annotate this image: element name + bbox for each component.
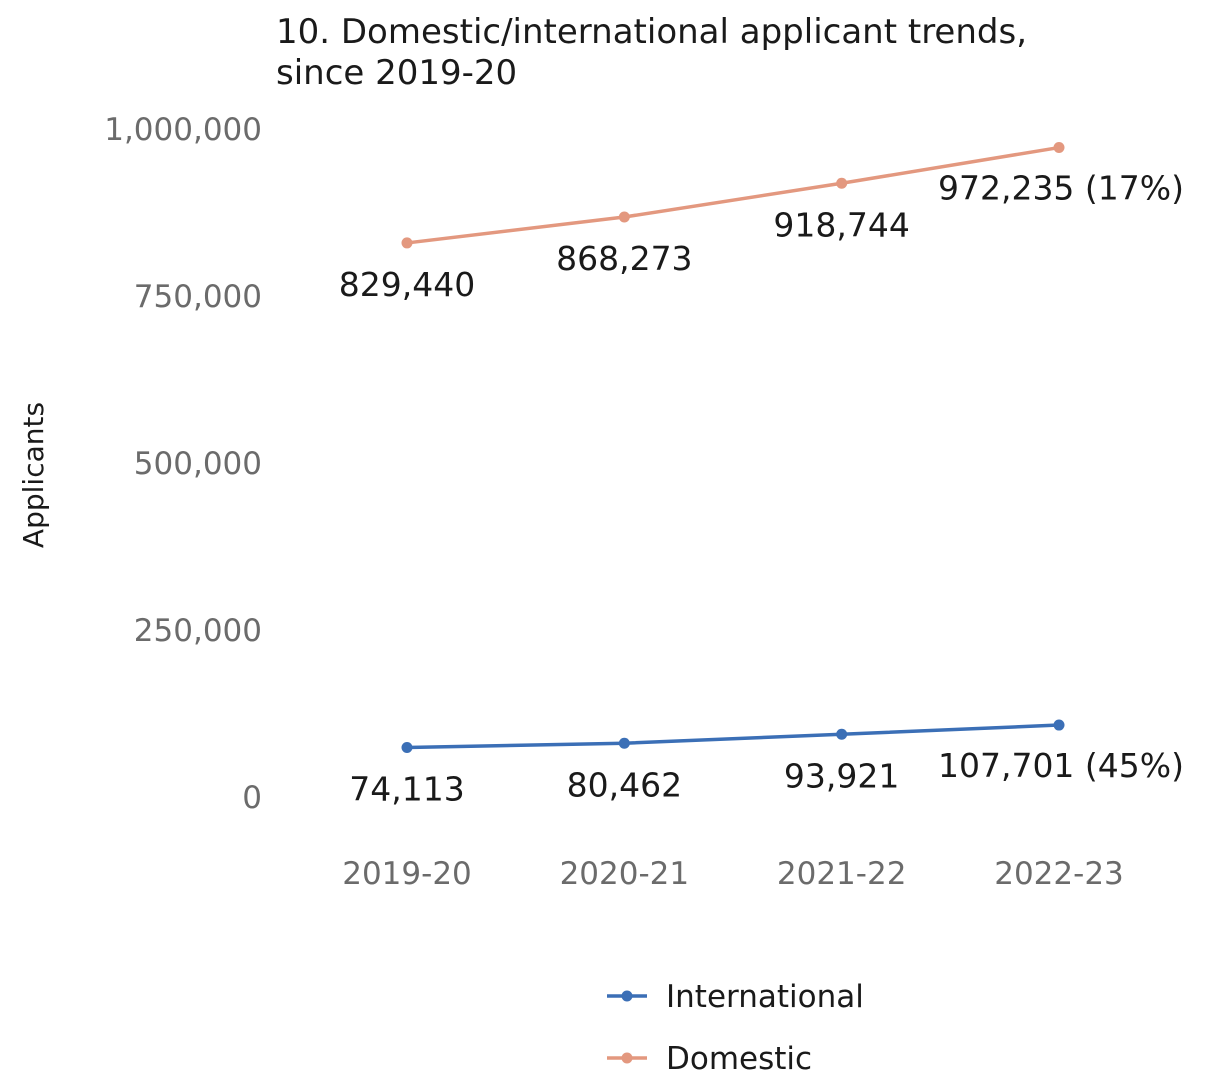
legend-label: Domestic [666,1041,812,1077]
legend-item-domestic: Domestic [607,1041,812,1077]
legend-label: International [666,979,864,1015]
data-label-international: 74,113 [349,769,464,808]
data-label-international: 93,921 [784,756,899,795]
data-point-domestic [836,177,848,189]
data-point-international [618,737,630,749]
y-axis-ticks: 0 250,000 500,000 750,000 1,000,000 [104,112,262,816]
chart-title-line-1: 10. Domestic/international applicant tre… [276,12,1027,52]
chart-title: 10. Domestic/international applicant tre… [276,12,1027,93]
legend: International Domestic [607,979,864,1077]
series-line-domestic [405,145,1061,245]
data-label-international: 107,701 (45%) [938,746,1184,785]
data-label-domestic: 868,273 [556,239,692,278]
legend-swatch-point [621,1052,633,1064]
data-label-international: 80,462 [567,765,682,804]
x-tick-label: 2022-23 [994,856,1124,892]
y-tick-label: 250,000 [134,613,262,649]
data-point-international [401,741,413,753]
data-point-domestic [1053,142,1065,154]
data-point-international [1053,719,1065,731]
x-tick-label: 2021-22 [777,856,907,892]
data-point-domestic [618,211,630,223]
y-tick-label: 1,000,000 [104,112,262,148]
chart-title-line-2: since 2019-20 [276,53,517,93]
x-tick-label: 2020-21 [560,856,690,892]
x-axis-ticks: 2019-20 2020-21 2021-22 2022-23 [342,856,1124,892]
data-labels: 74,113 80,462 93,921 107,701 (45%) 829,440 86… [339,169,1184,809]
series-points [401,142,1065,753]
x-tick-label: 2019-20 [342,856,472,892]
y-tick-label: 0 [242,780,262,816]
legend-swatch-point [621,990,633,1002]
data-label-domestic: 918,744 [773,205,909,244]
y-tick-label: 750,000 [134,279,262,315]
y-axis-title: Applicants [17,402,50,548]
data-label-domestic: 972,235 (17%) [938,169,1184,208]
data-point-domestic [401,237,413,249]
y-tick-label: 500,000 [134,446,262,482]
series-lines [405,145,1061,750]
data-point-international [836,728,848,740]
data-label-domestic: 829,440 [339,265,475,304]
series-line-international [405,723,1061,750]
legend-item-international: International [607,979,864,1015]
